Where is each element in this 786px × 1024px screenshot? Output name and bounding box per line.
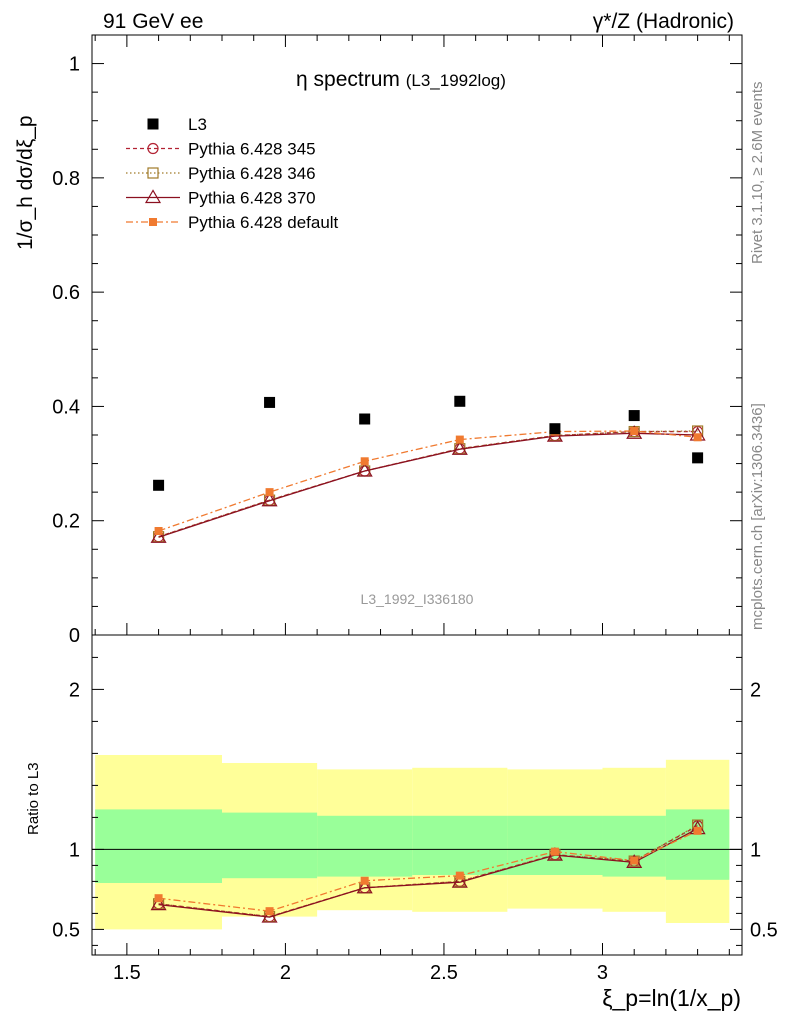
legend-marker	[147, 118, 159, 130]
header-left: 91 GeV ee	[103, 10, 203, 33]
y-axis-label: 1/σ_h dσ/dξ_p	[14, 115, 37, 250]
data-point	[628, 410, 640, 422]
ratio-point-2	[150, 896, 167, 911]
legend-label: L3	[188, 115, 207, 134]
inner-band-3	[412, 815, 508, 875]
ratio-panel-frame	[91, 634, 743, 956]
data-point	[549, 423, 561, 435]
data-point	[454, 395, 466, 407]
ratio-bands	[92, 755, 742, 930]
series-point-2	[451, 441, 468, 455]
x-tick-label: 2.5	[430, 962, 458, 984]
ratio-point-2	[261, 908, 278, 923]
x-tick-label: 2	[280, 962, 291, 984]
series-point-3	[154, 527, 163, 535]
legend-label: Pythia 6.428 345	[188, 140, 316, 159]
series-point-3	[630, 427, 639, 435]
data-point	[264, 396, 276, 408]
data-point	[692, 452, 704, 464]
series-line-3	[158, 430, 698, 532]
plot-title-main: η spectrum	[296, 68, 400, 91]
y-tick-label: 0.8	[52, 168, 80, 190]
ratio-y-axis-label: Ratio to L3	[25, 762, 42, 835]
ratio-point-3	[550, 847, 559, 856]
series-point-3	[455, 435, 464, 444]
data-point	[359, 413, 371, 425]
watermark: L3_1992_I336180	[361, 591, 474, 607]
mcplots-label: mcplots.cern.ch [arXiv:1306.3436]	[749, 403, 766, 630]
x-axis-label: ξ_p=ln(1/x_p)	[602, 985, 741, 1011]
y-tick-label: 0.4	[52, 396, 80, 418]
inner-band-4	[507, 815, 603, 875]
legend-marker	[144, 189, 162, 204]
series-line-1	[158, 430, 698, 538]
legend-label: Pythia 6.428 default	[188, 213, 339, 232]
series-point-3	[360, 457, 369, 466]
series-line-2	[158, 432, 698, 538]
y-tick-label: 0.6	[52, 282, 80, 304]
main-series	[150, 395, 706, 543]
header-right: γ*/Z (Hadronic)	[593, 10, 734, 33]
ratio-tick-label-right: 0.5	[750, 919, 778, 941]
y-tick-label: 0.2	[52, 511, 80, 533]
axis-tick-labels: 1.5 2 2.5 3 0 0.2 0.4 0.6 0.8 1 0.5 0.5 1 1 2 2	[52, 54, 778, 984]
ratio-tick-label-left: 1	[69, 839, 80, 861]
data-point	[153, 479, 165, 491]
series-point-2	[261, 492, 278, 507]
axis-ticks	[92, 34, 742, 955]
rivet-label: Rivet 3.1.10, ≥ 2.6M events	[749, 82, 766, 265]
ratio-tick-label-left: 0.5	[52, 919, 80, 941]
ratio-point-3	[455, 871, 464, 880]
ratio-point-3	[630, 856, 639, 865]
inner-band-1	[222, 812, 318, 879]
series-line-0	[158, 430, 698, 538]
legend-marker	[147, 167, 159, 179]
plot-title-sub: (L3_1992log)	[406, 71, 506, 90]
ratio-tick-label-right: 2	[750, 679, 761, 701]
series-point-3	[693, 433, 702, 442]
legend-label: Pythia 6.428 346	[188, 164, 316, 183]
ratio-point-3	[360, 876, 369, 885]
inner-band-2	[317, 815, 413, 877]
ratio-tick-label-right: 1	[750, 839, 761, 861]
y-tick-label: 1	[69, 54, 80, 76]
legend: L3 Pythia 6.428 345 Pythia 6.428 346 Pythia…	[126, 115, 339, 232]
y-tick-label: 0	[69, 625, 80, 647]
x-tick-label: 3	[597, 962, 608, 984]
ratio-point-2	[356, 879, 373, 894]
legend-marker	[149, 218, 157, 226]
inner-band-0	[95, 809, 222, 883]
series-point-2	[150, 529, 167, 543]
ratio-tick-label-left: 2	[69, 679, 80, 701]
legend-marker	[147, 142, 159, 155]
x-tick-label: 1.5	[113, 962, 141, 984]
ratio-point-3	[265, 907, 274, 916]
legend-label: Pythia 6.428 370	[188, 189, 316, 208]
ratio-point-3	[154, 894, 163, 903]
series-point-3	[265, 488, 274, 497]
ratio-point-3	[693, 826, 702, 835]
ratio-series	[150, 819, 706, 923]
series-point-2	[356, 462, 373, 477]
ratio-point-2	[451, 874, 468, 888]
plot-title: η spectrum (L3_1992log)	[296, 68, 506, 91]
